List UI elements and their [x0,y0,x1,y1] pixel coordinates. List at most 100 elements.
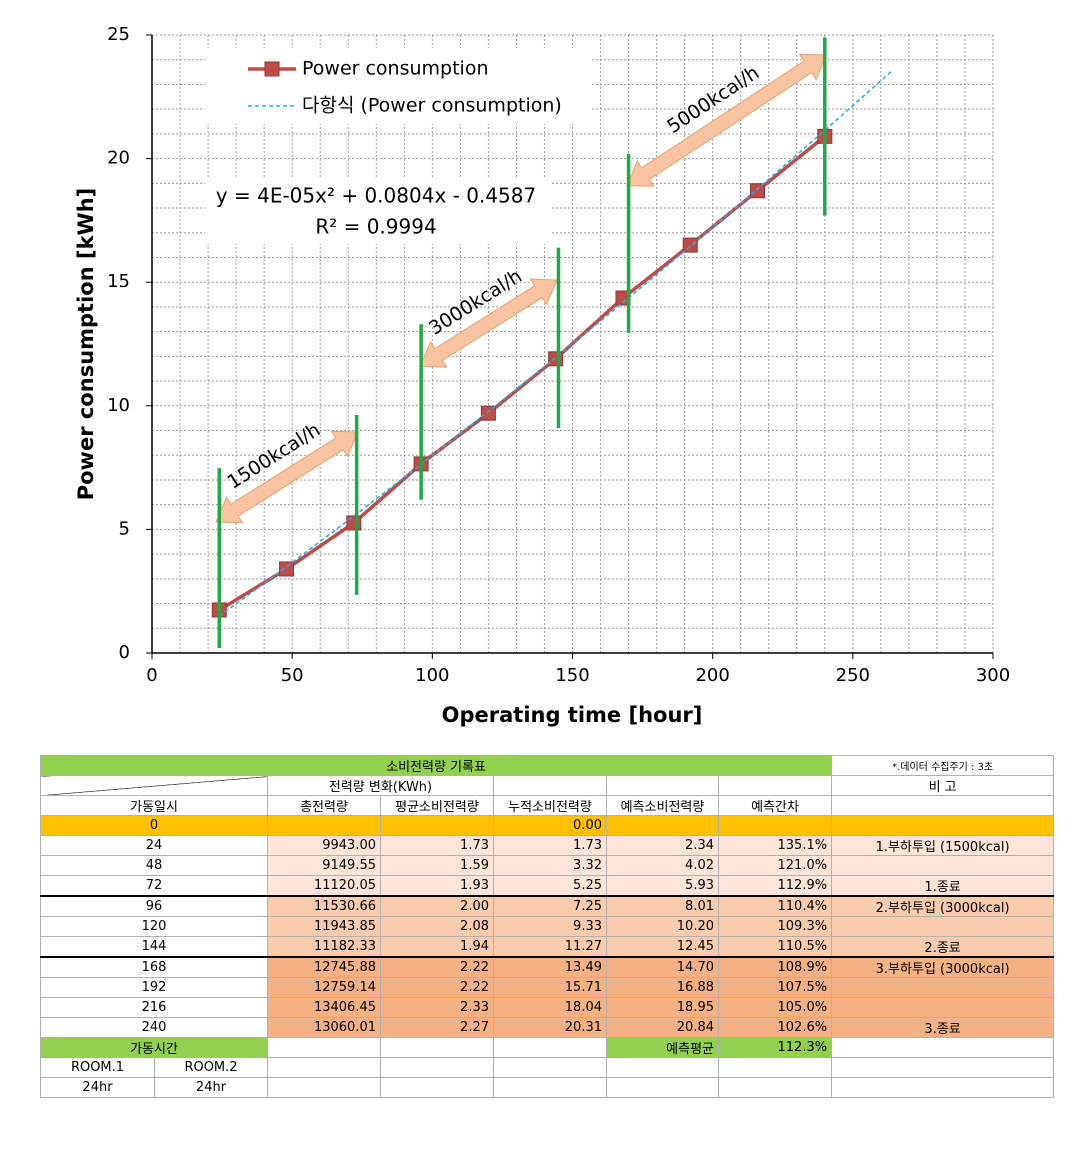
table-cell [606,1077,719,1098]
table-cell: 2.27 [380,1017,494,1038]
table-cell [267,1077,381,1098]
column-header: 예측소비전력량 [606,795,719,816]
table-cell: 108.9% [717,956,833,978]
table-cell [831,1077,1055,1098]
table-cell: 10.20 [606,916,719,937]
table-row: 96 11530.66 2.00 7.25 8.01 110.4% 2.부하투입 (3000… [40,895,1055,917]
y-tick-label: 0 [119,642,130,663]
table-cell [717,775,833,796]
x-axis-title: Operating time [hour] [442,703,703,727]
legend-box [205,48,590,124]
table-row: 120 11943.85 2.08 9.33 10.20 109.3% [40,916,1055,937]
table-row: ROOM.1 ROOM.2 [40,1057,1055,1078]
point-marker [279,561,295,577]
table-cell: 0.00 [493,815,607,836]
table-cell: 9.33 [493,916,607,937]
table-cell [717,1057,833,1078]
point-marker [750,183,766,199]
remark-cell: 1.종료 [831,875,1055,897]
table-cell: 1.59 [380,855,494,876]
table-cell: 7.25 [493,895,607,917]
remark-cell: 3.종료 [831,1017,1055,1038]
table-row: 72 11120.05 1.93 5.25 5.93 112.9% 1.종료 [40,875,1055,897]
table-cell: 18.04 [493,997,607,1018]
table-cell [267,1057,381,1078]
table-row: 가동시간 예측평균 112.3% [40,1037,1055,1058]
room-label: ROOM.1 [40,1057,155,1078]
table-cell: 18.95 [606,997,719,1018]
table-cell [606,1057,719,1078]
table-row: 144 11182.33 1.94 11.27 12.45 110.5% 2.종료 [40,936,1055,958]
time-cell: 192 [40,977,268,998]
x-tick-label: 0 [146,665,157,686]
x-tick-label: 100 [415,665,449,686]
table-cell [380,815,494,836]
table-row: 전력량 변화(KWh) 비 고 [40,775,1055,796]
r-squared: R² = 0.9994 [315,215,436,239]
table-cell: 3.32 [493,855,607,876]
column-header: 평균소비전력량 [380,795,494,816]
table-cell: 11530.66 [267,895,381,917]
table-cell: 16.88 [606,977,719,998]
time-cell: 0 [40,815,268,836]
table-row: 240 13060.01 2.27 20.31 20.84 102.6% 3.종료 [40,1017,1055,1038]
point-marker [682,237,698,253]
table-row: 24hr 24hr [40,1077,1055,1098]
room-hours: 24hr [154,1077,268,1098]
table-row: 소비전력량 기록표 *.데이터 수집주기 : 3초 [39,755,1055,776]
footer-label: 가동시간 [40,1037,268,1058]
table-cell [606,775,719,796]
table-cell: 107.5% [717,977,833,998]
legend-marker [264,61,280,77]
y-tick-label: 20 [107,148,130,169]
table-cell: 5.25 [493,875,607,897]
point-marker [480,405,496,421]
diagonal-cell [40,775,268,796]
table-note: *.데이터 수집주기 : 3초 [831,755,1055,776]
table-cell [380,1037,494,1058]
series-line [218,70,893,617]
remark-cell: 1.부하투입 (1500kcal) [831,835,1055,856]
table-cell [831,1057,1055,1078]
table-cell: 1.73 [493,835,607,856]
y-tick-label: 5 [119,518,130,539]
table-cell: 20.84 [606,1017,719,1038]
x-tick-label: 150 [555,665,589,686]
table-cell: 13406.45 [267,997,381,1018]
time-cell: 216 [40,997,268,1018]
table-cell: 13.49 [493,956,607,978]
remark-header: 비 고 [831,775,1055,796]
table-cell: 12.45 [606,936,719,958]
room-hours: 24hr [40,1077,155,1098]
equation: y = 4E-05x² + 0.0804x - 0.4587 [216,184,536,208]
table-cell: 14.70 [606,956,719,978]
table-cell: 12759.14 [267,977,381,998]
table-cell: 9943.00 [267,835,381,856]
room-label: ROOM.2 [154,1057,268,1078]
table-row: 192 12759.14 2.22 15.71 16.88 107.5% [40,977,1055,998]
table-cell: 109.3% [717,916,833,937]
table-cell: 1.94 [380,936,494,958]
table-row: 48 9149.55 1.59 3.32 4.02 121.0% [40,855,1055,876]
chart: Operating time [hour] Power consumption … [74,24,1010,727]
table-cell: 102.6% [717,1017,833,1038]
table-cell [717,815,833,836]
time-cell: 96 [40,895,268,917]
table-cell: 9149.55 [267,855,381,876]
remark-cell: 2.부하투입 (3000kcal) [831,895,1055,917]
equation-box [205,178,550,244]
time-cell: 144 [40,936,268,958]
x-tick-label: 300 [976,665,1010,686]
table-cell [380,1077,494,1098]
table-cell: 105.0% [717,997,833,1018]
time-cell: 240 [40,1017,268,1038]
table-cell: 11943.85 [267,916,381,937]
remark-cell [831,815,1055,836]
y-tick-label: 25 [107,24,130,45]
table-cell: 11.27 [493,936,607,958]
x-tick-label: 200 [695,665,729,686]
table-cell: 121.0% [717,855,833,876]
legend-label: Power consumption [302,58,489,80]
